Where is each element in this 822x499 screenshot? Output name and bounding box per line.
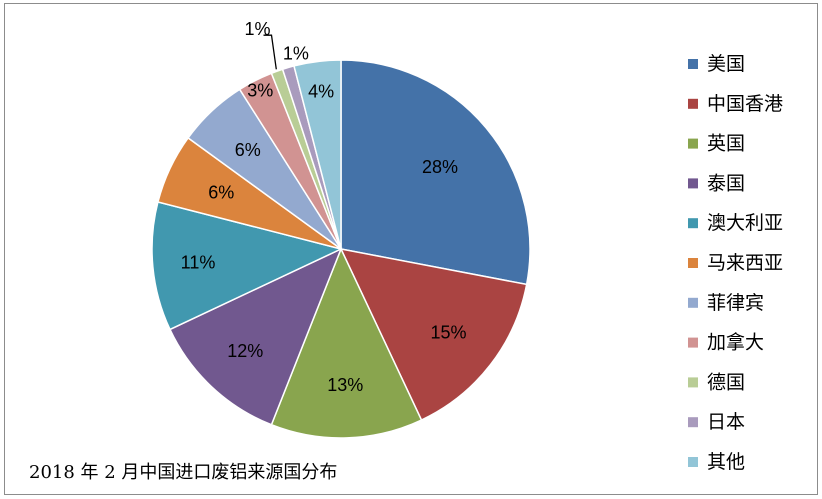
legend-swatch-3 bbox=[688, 138, 698, 149]
legend-swatch-9 bbox=[688, 377, 698, 388]
legend-swatch-6 bbox=[688, 258, 698, 268]
legend-label-1: 美国 bbox=[707, 53, 745, 75]
data-label-1: 28% bbox=[422, 157, 458, 177]
legend-label-6: 马来西亚 bbox=[707, 252, 783, 274]
legend-swatch-1 bbox=[688, 59, 698, 69]
legend-label-7: 菲律宾 bbox=[707, 292, 764, 314]
legend-label-10: 日本 bbox=[707, 411, 745, 433]
legend-label-3: 英国 bbox=[707, 133, 745, 155]
legend-swatch-4 bbox=[688, 178, 698, 189]
legend-label-8: 加拿大 bbox=[707, 331, 764, 354]
data-label-7: 6% bbox=[235, 140, 261, 160]
legend-label-11: 其他 bbox=[707, 451, 745, 473]
pie-data-labels: 28% 15% 13% 12% 11% 6% 6% 3% 1% 1% 4% bbox=[181, 19, 467, 395]
pie-slices bbox=[151, 59, 531, 439]
pie-slice-3 bbox=[270, 247, 423, 439]
data-label-11: 4% bbox=[308, 82, 334, 102]
legend-swatch-5 bbox=[688, 218, 698, 229]
leader-line bbox=[263, 34, 277, 70]
data-label-3: 13% bbox=[327, 375, 363, 395]
legend-swatch-2 bbox=[688, 98, 698, 109]
legend-label-5: 澳大利亚 bbox=[707, 212, 783, 234]
legend-swatch-11 bbox=[688, 457, 698, 467]
legend-label-2: 中国香港 bbox=[707, 93, 783, 115]
legend-swatch-10 bbox=[688, 417, 698, 428]
data-label-10: 1% bbox=[283, 44, 309, 64]
data-label-2: 15% bbox=[430, 322, 466, 342]
pie-slice-2 bbox=[339, 247, 528, 422]
data-label-4: 12% bbox=[227, 341, 263, 361]
chart-title: 2018 年 2 月中国进口废铝来源国分布 bbox=[29, 462, 338, 483]
data-label-9: 1% bbox=[244, 19, 270, 39]
pie-slice-5 bbox=[151, 201, 344, 331]
legend-label-4: 泰国 bbox=[707, 172, 745, 194]
legend-swatch-7 bbox=[688, 297, 698, 308]
data-label-6: 6% bbox=[208, 183, 234, 203]
legend-label-9: 德国 bbox=[707, 371, 745, 393]
pie-slice-11 bbox=[293, 59, 342, 250]
legend-swatch-8 bbox=[688, 337, 698, 348]
data-label-5: 11% bbox=[181, 253, 216, 273]
pie-slice-4 bbox=[168, 247, 343, 426]
data-label-8: 3% bbox=[247, 81, 273, 101]
pie-slice-1 bbox=[340, 59, 531, 286]
